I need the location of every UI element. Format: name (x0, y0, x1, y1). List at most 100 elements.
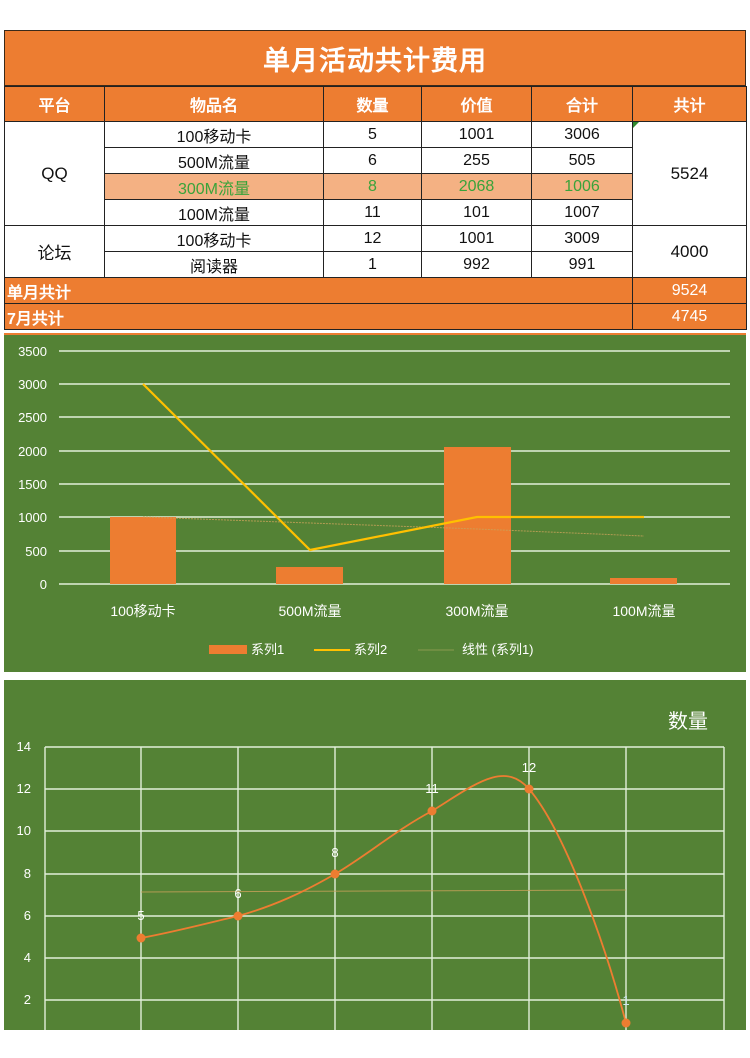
sum-cell[interactable]: 3009 (531, 225, 633, 252)
svg-text:500: 500 (25, 544, 47, 559)
x-axis-labels: 100移动卡 500M流量 300M流量 100M流量 (110, 603, 675, 619)
table-row: 论坛 100移动卡 12 1001 3009 4000 (4, 225, 747, 278)
header-row: 平台 物品名 数量 价值 合计 共计 (4, 86, 747, 122)
legend-bar-swatch-icon (209, 645, 247, 654)
table-row: QQ 100移动卡 5 1001 3006 5524 (4, 121, 747, 226)
header-value[interactable]: 价值 (421, 86, 532, 122)
platform-cell[interactable]: 论坛 (4, 225, 105, 278)
item-cell[interactable]: 300M流量 (104, 173, 324, 200)
sum-cell[interactable]: 3006 (531, 121, 633, 148)
series1-bars[interactable] (110, 447, 677, 584)
svg-text:8: 8 (331, 845, 338, 860)
sum-cell[interactable]: 505 (531, 147, 633, 174)
header-item-name[interactable]: 物品名 (104, 86, 324, 122)
chart-legend[interactable]: 系列1 系列2 线性 (系列1) (209, 642, 534, 657)
svg-text:1000: 1000 (18, 510, 47, 525)
bar-300m-data (444, 447, 511, 584)
summary-row-monthly: 单月共计 9524 (4, 277, 747, 304)
y-axis-labels: 14 12 10 8 6 4 2 (17, 739, 31, 1007)
svg-text:1500: 1500 (18, 477, 47, 492)
data-points[interactable] (136, 784, 631, 1028)
svg-text:2500: 2500 (18, 410, 47, 425)
chart-separator (0, 672, 750, 680)
item-cell[interactable]: 100移动卡 (104, 121, 324, 148)
value-cell[interactable]: 101 (421, 199, 532, 226)
svg-text:1: 1 (622, 993, 629, 1008)
sum-cell[interactable]: 1007 (531, 199, 633, 226)
sum-cell[interactable]: 1006 (531, 173, 633, 200)
svg-text:线性 (系列1): 线性 (系列1) (462, 642, 534, 657)
svg-text:2000: 2000 (18, 444, 47, 459)
combo-chart-plot: 3500 3000 2500 2000 1500 1000 500 0 100移… (18, 344, 730, 657)
value-cell[interactable]: 1001 (421, 121, 532, 148)
svg-text:500M流量: 500M流量 (278, 603, 341, 619)
item-cell[interactable]: 100移动卡 (104, 225, 324, 252)
item-cell[interactable]: 阅读器 (104, 251, 324, 278)
trendline (140, 889, 627, 893)
svg-text:3500: 3500 (18, 344, 47, 359)
bar-100m-data (610, 578, 677, 584)
group-total-cell[interactable]: 4000 (632, 225, 747, 278)
svg-text:系列1: 系列1 (251, 642, 284, 657)
value-cell[interactable]: 255 (421, 147, 532, 174)
qty-cell[interactable]: 1 (323, 251, 422, 278)
summary-value[interactable]: 4745 (632, 303, 747, 330)
summary-label[interactable]: 7月共计 (4, 303, 633, 330)
formula-indicator-icon (633, 122, 639, 128)
svg-text:6: 6 (234, 886, 241, 901)
summary-value[interactable]: 9524 (632, 277, 747, 304)
summary-label[interactable]: 单月共计 (4, 277, 633, 304)
svg-text:5: 5 (137, 908, 144, 923)
value-cell[interactable]: 1001 (421, 225, 532, 252)
combo-chart[interactable]: 3500 3000 2500 2000 1500 1000 500 0 100移… (4, 333, 746, 672)
qty-cell[interactable]: 6 (323, 147, 422, 174)
value-cell[interactable]: 992 (421, 251, 532, 278)
header-sum[interactable]: 合计 (531, 86, 633, 122)
qty-cell[interactable]: 11 (323, 199, 422, 226)
svg-text:8: 8 (24, 866, 31, 881)
quantity-chart-plot: 数量 14 12 10 8 6 4 2 (17, 710, 725, 1030)
item-cell[interactable]: 500M流量 (104, 147, 324, 174)
svg-text:100M流量: 100M流量 (612, 603, 675, 619)
qty-cell[interactable]: 12 (323, 225, 422, 252)
table-row: 阅读器 1 992 991 (5, 251, 747, 278)
header-total[interactable]: 共计 (632, 86, 747, 122)
chart-title: 数量 (668, 710, 708, 733)
platform-cell[interactable]: QQ (4, 121, 105, 226)
item-cell[interactable]: 100M流量 (104, 199, 324, 226)
svg-text:2: 2 (24, 992, 31, 1007)
svg-text:10: 10 (17, 823, 31, 838)
qty-cell[interactable]: 8 (323, 173, 422, 200)
table-row: 500M流量 6 255 505 (5, 147, 747, 174)
svg-text:系列2: 系列2 (354, 642, 387, 657)
header-platform[interactable]: 平台 (4, 86, 105, 122)
bar-500m-data (276, 567, 343, 584)
svg-text:12: 12 (522, 760, 536, 775)
svg-text:100移动卡: 100移动卡 (110, 603, 175, 619)
svg-text:300M流量: 300M流量 (445, 603, 508, 619)
header-quantity[interactable]: 数量 (323, 86, 422, 122)
svg-text:14: 14 (17, 739, 31, 754)
sheet-title: 单月活动共计费用 (4, 30, 746, 86)
svg-text:3000: 3000 (18, 377, 47, 392)
quantity-series-line[interactable] (140, 775, 627, 1024)
bar-100-mobile-card (110, 517, 176, 584)
series2-line[interactable] (142, 383, 644, 552)
sum-cell[interactable]: 991 (531, 251, 633, 278)
expense-table: 平台 物品名 数量 价值 合计 共计 QQ 100移动卡 5 1001 3006… (4, 86, 747, 330)
group-total-value: 5524 (670, 163, 709, 183)
value-cell[interactable]: 2068 (421, 173, 532, 200)
table-row-highlighted: 300M流量 8 2068 1006 (5, 173, 747, 200)
data-labels: 5 6 8 11 12 1 (137, 760, 629, 1008)
svg-text:4: 4 (24, 950, 31, 965)
quantity-line-chart[interactable]: 数量 14 12 10 8 6 4 2 (4, 680, 746, 1030)
group-total-cell[interactable]: 5524 (632, 121, 747, 226)
y-axis-labels: 3500 3000 2500 2000 1500 1000 500 0 (18, 344, 47, 592)
svg-text:11: 11 (425, 781, 439, 796)
svg-text:12: 12 (17, 781, 31, 796)
table-row: 100M流量 11 101 1007 (5, 199, 747, 226)
summary-row-july: 7月共计 4745 (4, 303, 747, 330)
qty-cell[interactable]: 5 (323, 121, 422, 148)
trendline-series1 (142, 516, 645, 537)
gridlines (44, 746, 725, 1030)
